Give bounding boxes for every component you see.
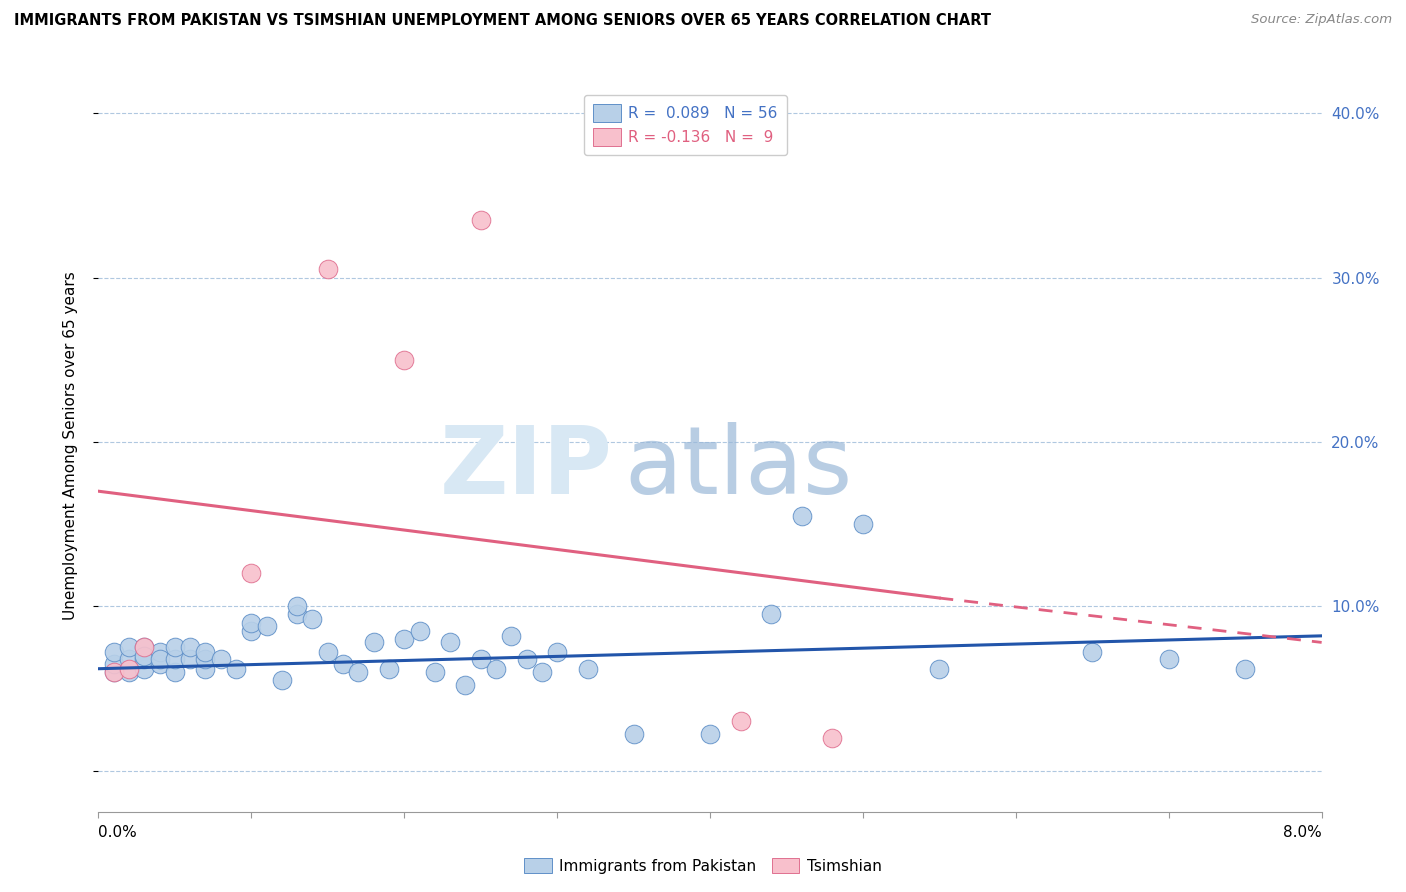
Point <box>790 508 813 523</box>
Point <box>439 635 461 649</box>
Point <box>347 665 370 679</box>
Point <box>285 599 308 614</box>
Point <box>730 714 752 729</box>
Point <box>408 624 430 638</box>
Point <box>821 731 844 745</box>
Point <box>134 640 156 655</box>
Legend: R =  0.089   N = 56, R = -0.136   N =  9: R = 0.089 N = 56, R = -0.136 N = 9 <box>583 95 787 155</box>
Point <box>501 629 523 643</box>
Point <box>209 652 232 666</box>
Point <box>699 727 721 741</box>
Point <box>378 662 401 676</box>
Point <box>759 607 782 622</box>
Point <box>149 645 172 659</box>
Point <box>423 665 446 679</box>
Legend: Immigrants from Pakistan, Tsimshian: Immigrants from Pakistan, Tsimshian <box>519 852 887 880</box>
Text: Source: ZipAtlas.com: Source: ZipAtlas.com <box>1251 13 1392 27</box>
Text: 8.0%: 8.0% <box>1282 825 1322 840</box>
Point <box>240 615 263 630</box>
Point <box>301 612 323 626</box>
Point <box>1081 645 1104 659</box>
Point <box>134 648 156 663</box>
Point <box>363 635 385 649</box>
Point <box>392 352 416 367</box>
Point <box>1157 652 1180 666</box>
Y-axis label: Unemployment Among Seniors over 65 years: Unemployment Among Seniors over 65 years <box>63 272 77 620</box>
Point <box>485 662 508 676</box>
Point <box>392 632 416 647</box>
Point <box>179 640 201 655</box>
Point <box>546 645 568 659</box>
Point <box>179 652 201 666</box>
Point <box>285 607 308 622</box>
Point <box>103 665 125 679</box>
Point <box>134 640 156 655</box>
Point <box>163 640 186 655</box>
Point <box>194 652 217 666</box>
Point <box>163 665 186 679</box>
Point <box>316 262 339 277</box>
Point <box>270 673 294 688</box>
Point <box>470 213 492 227</box>
Point <box>134 652 156 666</box>
Point <box>454 678 477 692</box>
Point <box>103 657 125 671</box>
Text: IMMIGRANTS FROM PAKISTAN VS TSIMSHIAN UNEMPLOYMENT AMONG SENIORS OVER 65 YEARS C: IMMIGRANTS FROM PAKISTAN VS TSIMSHIAN UN… <box>14 13 991 29</box>
Point <box>256 619 278 633</box>
Point <box>332 657 354 671</box>
Point <box>194 662 217 676</box>
Point <box>530 665 553 679</box>
Point <box>103 665 125 679</box>
Point <box>576 662 599 676</box>
Text: 0.0%: 0.0% <box>98 825 138 840</box>
Text: atlas: atlas <box>624 422 852 514</box>
Point <box>134 662 156 676</box>
Point <box>928 662 950 676</box>
Text: ZIP: ZIP <box>439 422 612 514</box>
Point <box>240 566 263 581</box>
Point <box>118 640 141 655</box>
Point <box>118 665 141 679</box>
Point <box>149 652 172 666</box>
Point <box>623 727 645 741</box>
Point <box>470 652 492 666</box>
Point <box>118 662 141 676</box>
Point <box>240 624 263 638</box>
Point <box>149 657 172 671</box>
Point <box>118 652 141 666</box>
Point <box>225 662 247 676</box>
Point <box>194 645 217 659</box>
Point <box>103 645 125 659</box>
Point <box>1234 662 1257 676</box>
Point <box>516 652 538 666</box>
Point <box>852 517 875 532</box>
Point <box>163 652 186 666</box>
Point <box>316 645 339 659</box>
